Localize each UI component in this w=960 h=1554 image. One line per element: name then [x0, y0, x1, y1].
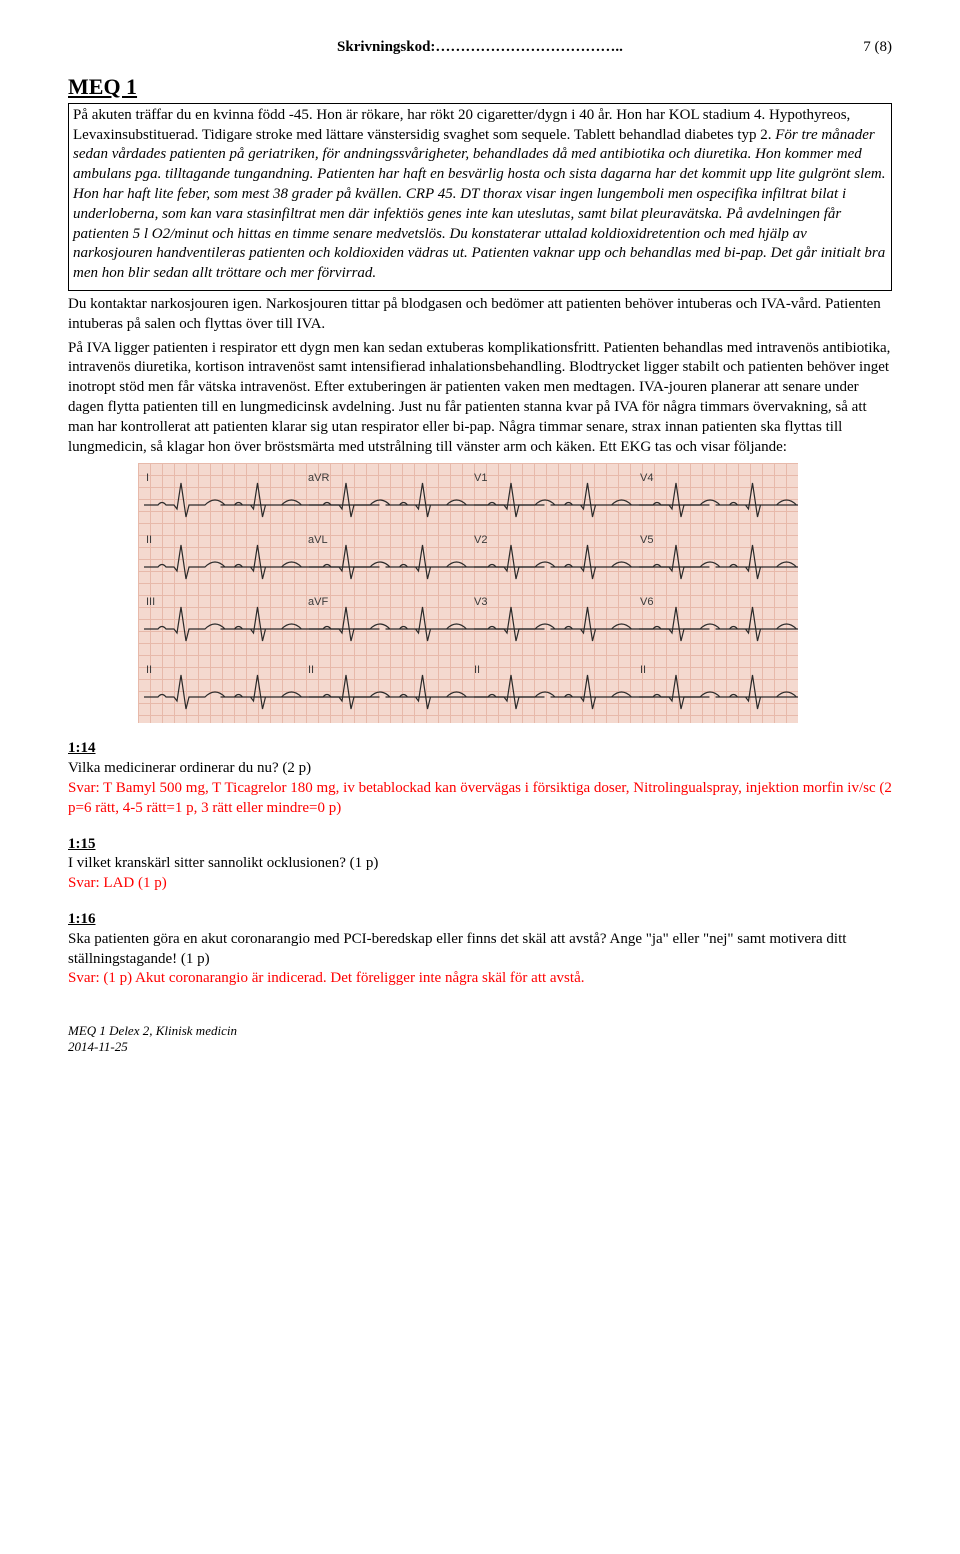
ekg-lead-label: V3 — [474, 595, 487, 610]
ekg-lead-label: V5 — [640, 533, 653, 548]
ekg-lead-label: II — [146, 663, 152, 678]
footer-line-1: MEQ 1 Delex 2, Klinisk medicin — [68, 1023, 892, 1039]
answer-1-14: Svar: T Bamyl 500 mg, T Ticagrelor 180 m… — [68, 779, 892, 819]
case-italic-text: För tre månader sedan vårdades patienten… — [73, 127, 885, 282]
footer-line-2: 2014-11-25 — [68, 1039, 892, 1055]
ekg-row: II II II II — [138, 661, 798, 717]
ekg-image: IaVR V1 V4 II aVL V2 V5 III aVF V3 V6 II II II II — [138, 463, 798, 723]
ekg-lead-label: V6 — [640, 595, 653, 610]
answer-1-15: Svar: LAD (1 p) — [68, 874, 892, 894]
question-1-14-label: 1:14 — [68, 739, 892, 759]
question-1-16-label: 1:16 — [68, 910, 892, 930]
page-header: Skrivningskod:……………………………….. 7 (8) — [68, 38, 892, 58]
writing-code-label: Skrivningskod:……………………………….. — [337, 38, 623, 58]
ekg-lead-label: II — [474, 663, 480, 678]
page-footer: MEQ 1 Delex 2, Klinisk medicin 2014-11-2… — [68, 1023, 892, 1056]
ekg-lead-label: III — [146, 595, 155, 610]
page-title: MEQ 1 — [68, 72, 892, 101]
ekg-lead-label: II — [146, 533, 152, 548]
question-1-16-text: Ska patienten göra en akut coronarangio … — [68, 930, 892, 970]
ekg-lead-label: aVL — [308, 533, 328, 548]
ekg-lead-label: II — [308, 663, 314, 678]
case-summary-box: På akuten träffar du en kvinna född -45.… — [68, 103, 892, 291]
ekg-row: III aVF V3 V6 — [138, 593, 798, 649]
ekg-lead-label: I — [146, 471, 149, 486]
case-intro-text: På akuten träffar du en kvinna född -45.… — [73, 107, 850, 143]
ekg-lead-label: V1 — [474, 471, 487, 486]
question-1-15-text: I vilket kranskärl sitter sannolikt ockl… — [68, 854, 892, 874]
body-paragraph-1: Du kontaktar narkosjouren igen. Narkosjo… — [68, 295, 892, 335]
question-1-14-text: Vilka medicinerar ordinerar du nu? (2 p) — [68, 759, 892, 779]
page-number: 7 (8) — [863, 38, 892, 58]
ekg-lead-label: II — [640, 663, 646, 678]
ekg-row: II aVL V2 V5 — [138, 531, 798, 587]
body-paragraph-2: På IVA ligger patienten i respirator ett… — [68, 339, 892, 458]
ekg-lead-label: aVF — [308, 595, 328, 610]
answer-1-16: Svar: (1 p) Akut coronarangio är indicer… — [68, 969, 892, 989]
ekg-lead-label: V4 — [640, 471, 653, 486]
ekg-row: IaVR V1 V4 — [138, 469, 798, 525]
question-1-15-label: 1:15 — [68, 835, 892, 855]
ekg-lead-label: aVR — [308, 471, 329, 486]
ekg-lead-label: V2 — [474, 533, 487, 548]
